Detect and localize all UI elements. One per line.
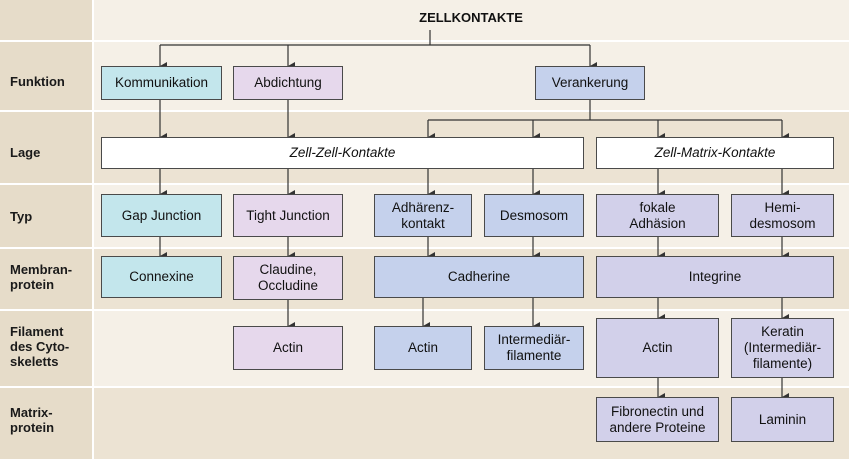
box-tight-junction: Tight Junction xyxy=(233,194,343,237)
row-label-column xyxy=(0,0,93,459)
row-label-matrixprotein: Matrix- protein xyxy=(10,405,55,435)
row-separator xyxy=(0,110,849,112)
box-fokale-adhaesion: fokale Adhäsion xyxy=(596,194,719,237)
column-separator xyxy=(92,0,94,459)
box-actin-tight-junction: Actin xyxy=(233,326,343,370)
row-separator xyxy=(0,40,849,42)
diagram-title: ZELLKONTAKTE xyxy=(419,10,523,25)
box-zell-zell-kontakte: Zell-Zell-Kontakte xyxy=(101,137,584,169)
row-separator xyxy=(0,247,849,249)
row-label-filament: Filament des Cyto- skeletts xyxy=(10,324,70,369)
box-gap-junction: Gap Junction xyxy=(101,194,222,237)
row-separator xyxy=(0,309,849,311)
box-actin-adhaerenzkontakt: Actin xyxy=(374,326,472,370)
box-fibronectin: Fibronectin und andere Proteine xyxy=(596,397,719,442)
box-actin-fokale-adhaesion: Actin xyxy=(596,318,719,378)
row-separator xyxy=(0,386,849,388)
box-zell-matrix-kontakte: Zell-Matrix-Kontakte xyxy=(596,137,834,169)
box-keratin: Keratin (Intermediär- filamente) xyxy=(731,318,834,378)
box-connexine: Connexine xyxy=(101,256,222,298)
box-kommunikation: Kommunikation xyxy=(101,66,222,100)
box-laminin: Laminin xyxy=(731,397,834,442)
box-verankerung: Verankerung xyxy=(535,66,645,100)
row-label-typ: Typ xyxy=(10,209,33,224)
row-label-membranprotein: Membran- protein xyxy=(10,262,73,292)
band-title xyxy=(0,0,849,40)
box-adhaerenzkontakt: Adhärenz- kontakt xyxy=(374,194,472,237)
box-abdichtung: Abdichtung xyxy=(233,66,343,100)
box-hemidesmosom: Hemi- desmosom xyxy=(731,194,834,237)
box-cadherine: Cadherine xyxy=(374,256,584,298)
row-label-funktion: Funktion xyxy=(10,74,65,89)
box-desmosom: Desmosom xyxy=(484,194,584,237)
row-separator xyxy=(0,183,849,185)
box-claudine-occludine: Claudine, Occludine xyxy=(233,256,343,300)
box-integrine: Integrine xyxy=(596,256,834,298)
row-label-lage: Lage xyxy=(10,145,41,160)
box-intermediaerfilamente: Intermediär- filamente xyxy=(484,326,584,370)
